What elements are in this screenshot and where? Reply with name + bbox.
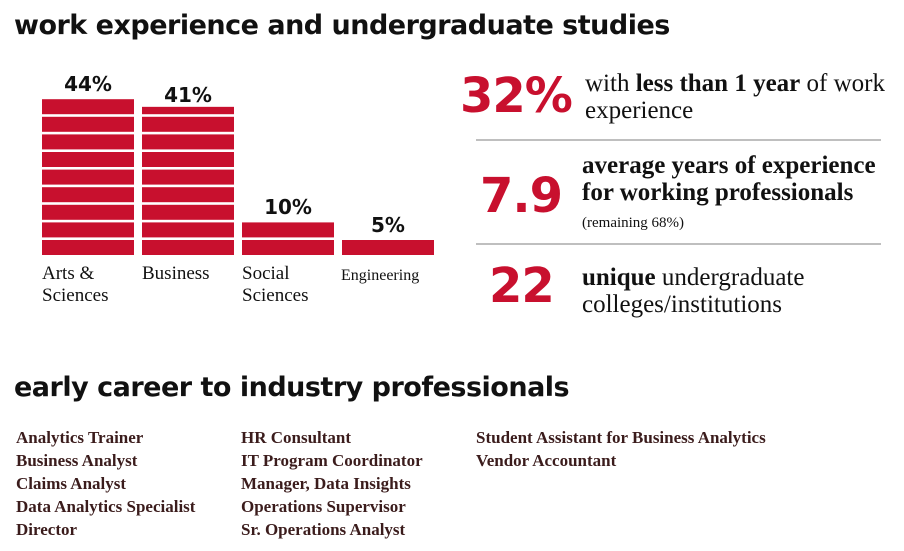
career-item: Director xyxy=(16,520,78,539)
stat-text-part-bold: less than 1 year xyxy=(635,70,801,97)
bar-segment xyxy=(42,152,134,167)
bar-segment xyxy=(242,222,334,238)
bar-segment xyxy=(142,116,234,132)
career-item: IT Program Coordinator xyxy=(241,451,423,470)
bar-segment xyxy=(342,240,434,255)
stat-text-work-experience: with less than 1 year of work experience xyxy=(585,70,885,124)
category-label-engineering: Engineering xyxy=(341,267,420,284)
stat-number-average-years: 7.9 xyxy=(480,168,563,224)
career-item: Analytics Trainer xyxy=(16,428,144,447)
bar-segment xyxy=(42,99,134,115)
category-label-arts-sciences: Arts & Sciences xyxy=(42,263,109,306)
career-item: Manager, Data Insights xyxy=(241,474,411,493)
bar-segment xyxy=(142,169,234,185)
stat-text-part-bold: average years of experience for working … xyxy=(582,152,876,206)
bar-segment xyxy=(42,134,134,150)
bar-segment xyxy=(142,106,234,115)
bar-segment xyxy=(42,240,134,255)
stat-text-average-years: average years of experience for working … xyxy=(582,152,887,237)
stat-divider xyxy=(476,243,881,245)
stat-text-part-bold: unique xyxy=(582,264,656,291)
bar-segment xyxy=(142,187,234,203)
bar-segment xyxy=(42,169,134,185)
career-list-col2: HR Consultant IT Program Coordinator Man… xyxy=(241,426,423,541)
stat-divider xyxy=(476,139,881,141)
bar-value-label: 41% xyxy=(164,83,212,107)
career-item: Vendor Accountant xyxy=(476,451,617,470)
bar-value-label: 5% xyxy=(371,213,405,237)
career-item: Operations Supervisor xyxy=(241,497,406,516)
category-label-business: Business xyxy=(142,263,210,284)
bar-segment xyxy=(142,152,234,167)
career-item: Data Analytics Specialist xyxy=(16,497,196,516)
stat-text-note: (remaining 68%) xyxy=(582,215,685,231)
bar-segment xyxy=(42,204,134,220)
bar-chart: 44% 41% 10% 5% xyxy=(42,72,434,255)
stat-text-part: with xyxy=(585,70,636,97)
bar-segment xyxy=(142,222,234,238)
stat-text-part: undergraduate colleges/institutions xyxy=(582,264,805,318)
bar-segment xyxy=(42,187,134,203)
career-item: Sr. Operations Analyst xyxy=(241,520,406,539)
career-list-col3: Student Assistant for Business Analytics… xyxy=(476,426,766,472)
career-item: Claims Analyst xyxy=(16,474,127,493)
bar-segment xyxy=(142,240,234,255)
section-title-work-experience: work experience and undergraduate studie… xyxy=(14,10,670,41)
bar-segment xyxy=(42,222,134,238)
career-item: HR Consultant xyxy=(241,428,352,447)
bar-value-label: 44% xyxy=(64,72,112,96)
career-list-col1: Analytics Trainer Business Analyst Claim… xyxy=(16,426,195,541)
section-title-careers: early career to industry professionals xyxy=(14,372,570,403)
bar-segment xyxy=(142,204,234,220)
career-item: Business Analyst xyxy=(16,451,138,470)
stat-number-work-experience: 32% xyxy=(460,68,573,124)
stat-text-part: of work experience xyxy=(585,70,885,124)
bar-segment xyxy=(242,240,334,255)
bar-value-label: 10% xyxy=(264,195,312,219)
stat-text-institutions: unique undergraduate colleges/institutio… xyxy=(582,264,882,318)
bar-segment xyxy=(142,134,234,150)
career-item: Student Assistant for Business Analytics xyxy=(476,428,766,447)
category-label-social-sciences: Social Sciences xyxy=(242,263,309,306)
bar-segment xyxy=(42,116,134,132)
stat-number-institutions: 22 xyxy=(489,258,555,314)
